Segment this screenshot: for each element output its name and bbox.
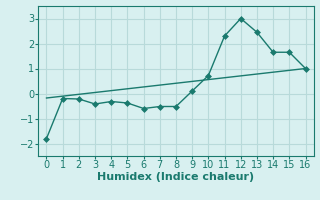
X-axis label: Humidex (Indice chaleur): Humidex (Indice chaleur) [97, 172, 255, 182]
